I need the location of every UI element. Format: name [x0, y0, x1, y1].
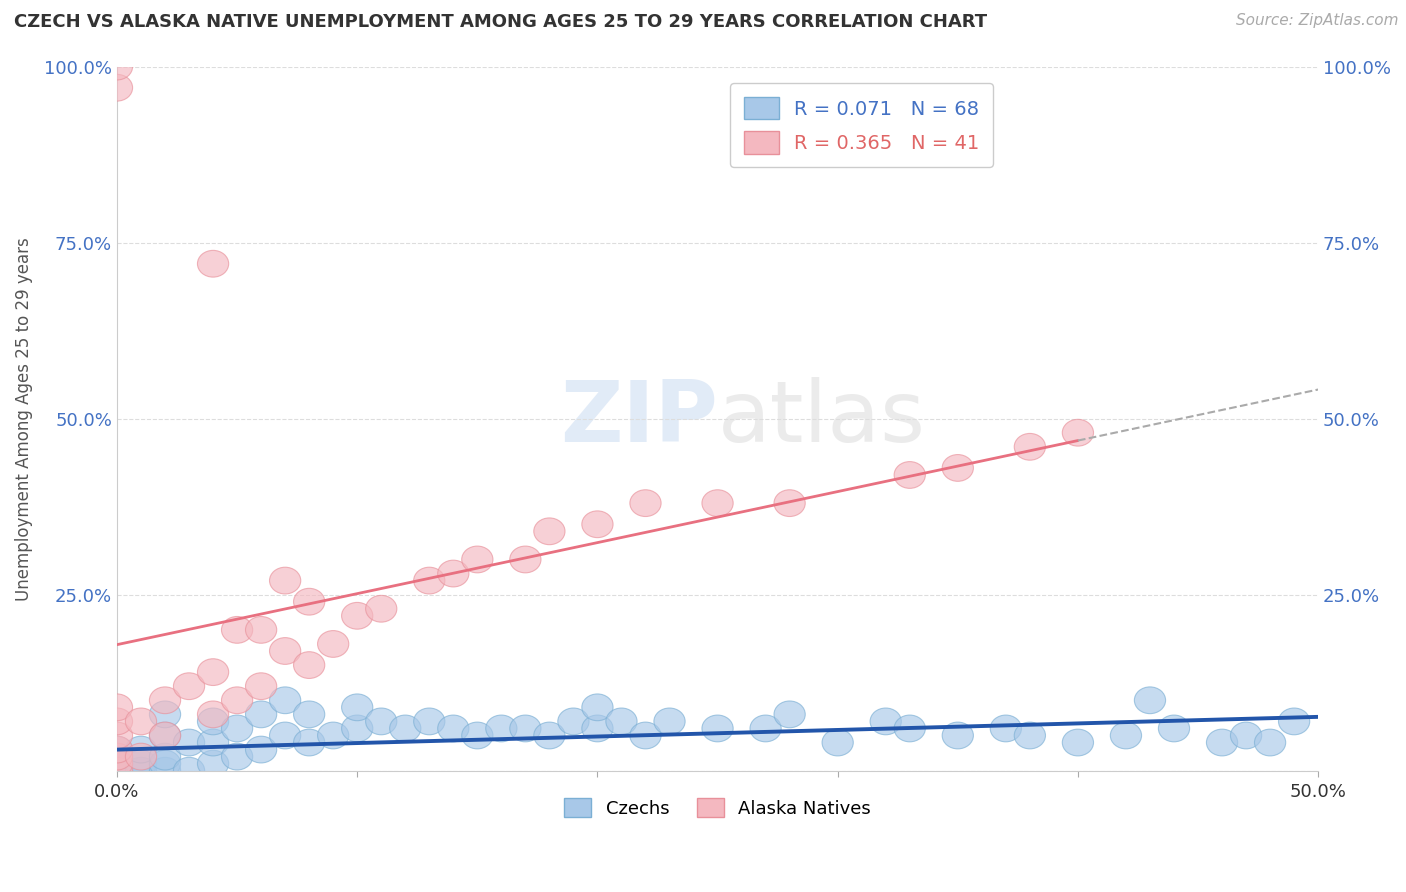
Y-axis label: Unemployment Among Ages 25 to 29 years: Unemployment Among Ages 25 to 29 years: [15, 236, 32, 600]
Text: CZECH VS ALASKA NATIVE UNEMPLOYMENT AMONG AGES 25 TO 29 YEARS CORRELATION CHART: CZECH VS ALASKA NATIVE UNEMPLOYMENT AMON…: [14, 13, 987, 31]
Text: Source: ZipAtlas.com: Source: ZipAtlas.com: [1236, 13, 1399, 29]
Text: atlas: atlas: [717, 377, 925, 460]
Text: ZIP: ZIP: [560, 377, 717, 460]
Legend: Czechs, Alaska Natives: Czechs, Alaska Natives: [557, 791, 877, 825]
